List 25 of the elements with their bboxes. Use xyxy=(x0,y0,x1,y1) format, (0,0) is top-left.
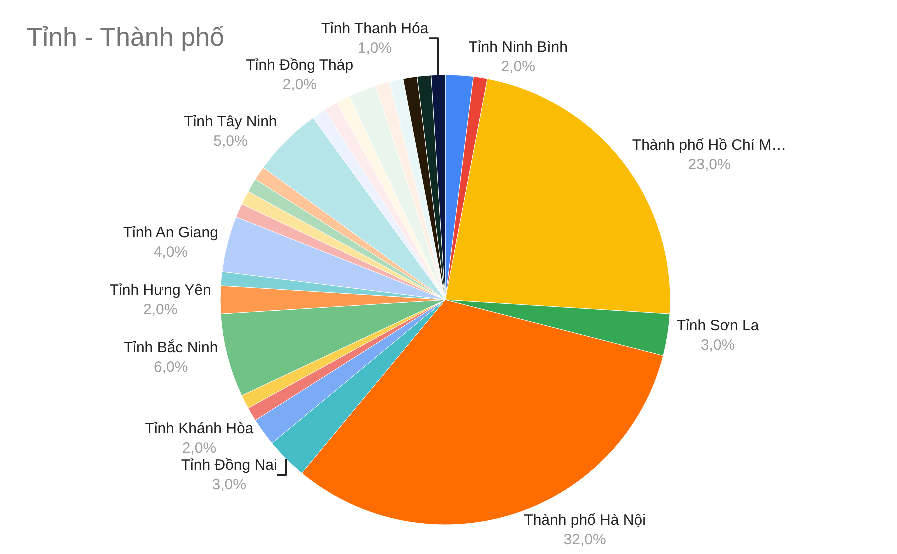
chart-title: Tỉnh - Thành phố xyxy=(26,22,224,52)
slice-label: Thành phố Hà Nội xyxy=(524,512,646,530)
slice-label: Tỉnh Khánh Hòa xyxy=(145,420,254,438)
slice-label: Tỉnh Ninh Bình xyxy=(468,39,568,56)
slice-label: Tỉnh Tây Ninh xyxy=(184,114,278,131)
data-label: 2,0% xyxy=(144,301,178,318)
slice-label: Tỉnh Đồng Nai xyxy=(181,456,278,474)
data-label: 1,0% xyxy=(358,40,392,57)
slice-label: Thành phố Hồ Chí M… xyxy=(632,136,787,154)
data-label: 3,0% xyxy=(212,476,246,494)
slice-label: Tỉnh An Giang xyxy=(123,224,218,242)
slice-label: Tỉnh Hưng Yên xyxy=(110,282,212,299)
data-label: 4,0% xyxy=(154,244,188,262)
slice-label: Tỉnh Sơn La xyxy=(676,317,760,334)
slice-label: Tỉnh Đồng Tháp xyxy=(246,56,354,74)
data-label: 23,0% xyxy=(688,156,731,174)
data-label: 2,0% xyxy=(282,76,317,94)
data-label: 5,0% xyxy=(214,133,248,150)
data-label: 32,0% xyxy=(564,532,606,549)
slice-label: Tỉnh Thanh Hóa xyxy=(321,20,430,38)
slice-label: Tỉnh Bắc Ninh xyxy=(124,338,218,356)
data-label: 3,0% xyxy=(700,336,736,354)
data-label: 2,0% xyxy=(182,440,217,457)
data-label: 6,0% xyxy=(154,358,188,376)
data-label: 2,0% xyxy=(501,58,536,76)
